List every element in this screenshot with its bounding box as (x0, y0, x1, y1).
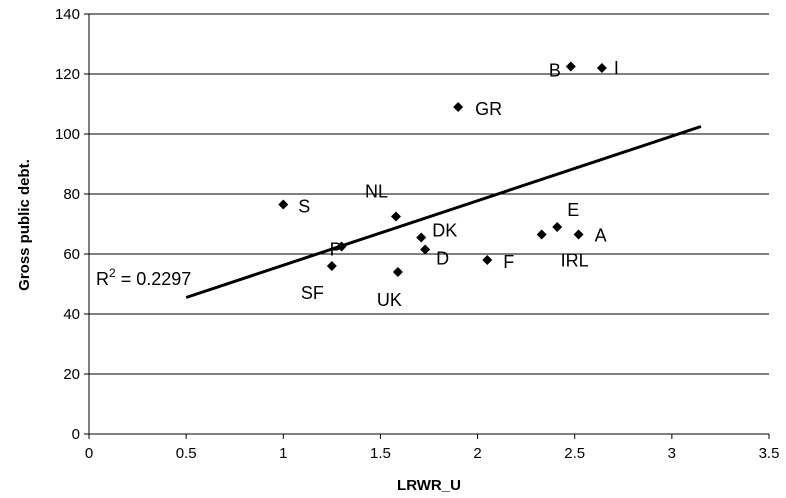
y-axis-title: Gross public debt. (16, 159, 33, 291)
y-tick-label: 120 (55, 66, 80, 83)
data-point-i (596, 63, 607, 73)
trendline (185, 125, 702, 299)
y-tick-label: 80 (63, 186, 80, 203)
point-label-d: D (436, 249, 449, 269)
y-tick-label: 40 (63, 306, 80, 323)
point-label-b: B (549, 61, 561, 81)
data-point-a (573, 229, 584, 240)
y-tick-label: 100 (55, 126, 80, 143)
data-point-e (552, 222, 563, 232)
point-label-uk: UK (377, 290, 402, 310)
point-label-s: S (298, 197, 310, 217)
data-point-uk (392, 267, 403, 277)
x-tick-label: 1.5 (370, 445, 391, 462)
point-label-irl: IRL (561, 251, 589, 271)
point-label-a: A (595, 226, 607, 246)
y-tick-label: 140 (55, 6, 80, 23)
point-label-e: E (567, 200, 579, 220)
data-point-dk (416, 232, 427, 243)
x-tick-label: 2 (473, 445, 481, 462)
point-label-gr: GR (475, 99, 502, 119)
point-label-f: F (503, 252, 514, 272)
point-label-sf: SF (301, 283, 324, 303)
point-labels: B I GR S NL EA IRL DK P D F SF UK (298, 58, 619, 310)
x-tick-label: 2.5 (564, 445, 585, 462)
y-tick-label: 0 (72, 426, 80, 443)
point-label-p: P (330, 240, 342, 260)
axes (84, 13, 770, 439)
data-point-nl (390, 211, 401, 222)
x-tick-label: 1 (279, 445, 287, 462)
point-label-nl: NL (365, 182, 388, 202)
x-tick-labels: 0 0.5 1 1.5 2 2.5 3 3.5 (85, 445, 780, 462)
trendline-group (185, 125, 702, 299)
data-point-f (482, 255, 493, 265)
data-point-b (565, 61, 576, 72)
r-squared-annotation: R2 = 0.2297 (96, 266, 191, 289)
data-point-d (420, 244, 431, 255)
data-point-s (278, 199, 289, 210)
data-points (278, 61, 607, 277)
x-tick-label: 3.5 (759, 445, 780, 462)
x-tick-label: 3 (668, 445, 676, 462)
x-axis-title: LRWR_U (397, 477, 461, 494)
data-point-p (336, 241, 347, 252)
x-tick-label: 0 (85, 445, 93, 462)
x-tick-label: 0.5 (176, 445, 197, 462)
y-tick-labels: 0 20 40 60 80 100 120 140 (55, 6, 80, 443)
data-point-irl (536, 229, 547, 240)
gridlines (89, 13, 769, 375)
y-tick-label: 20 (63, 366, 80, 383)
y-tick-label: 60 (63, 246, 80, 263)
data-point-sf (326, 261, 337, 271)
point-label-dk: DK (432, 221, 457, 241)
data-point-gr (453, 102, 464, 112)
point-label-i: I (614, 58, 619, 78)
